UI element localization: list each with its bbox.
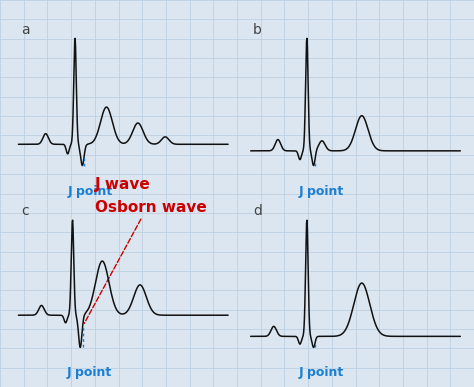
Text: c: c [21,204,28,219]
Text: J point: J point [67,366,112,380]
Text: b: b [253,22,262,37]
Text: a: a [21,22,29,37]
Text: d: d [253,204,262,219]
Text: J wave: J wave [95,177,151,192]
Text: J point: J point [299,185,344,198]
Text: J point: J point [68,185,113,198]
Text: Osborn wave: Osborn wave [95,200,207,216]
Text: J point: J point [299,366,344,380]
